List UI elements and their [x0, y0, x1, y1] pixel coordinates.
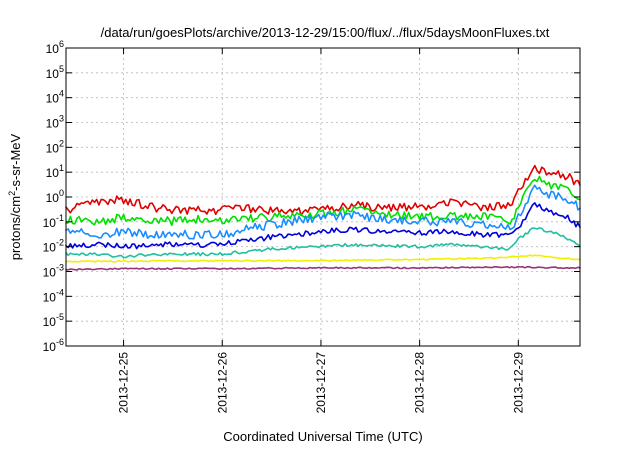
y-tick-label-sup: -2: [56, 238, 64, 248]
y-tick-label-base: 10: [46, 117, 60, 131]
y-tick-label: 10-2: [43, 238, 64, 255]
x-tick-label: 2013-12-26: [215, 352, 229, 414]
series-line: [65, 227, 581, 259]
series-line: [65, 164, 581, 217]
y-tick-label-sup: 1: [59, 163, 64, 173]
x-tick-label: 2013-12-29: [511, 352, 525, 414]
y-tick-label-base: 10: [46, 166, 60, 180]
x-axis-label: Coordinated Universal Time (UTC): [223, 429, 422, 444]
y-tick-label-sup: -1: [56, 213, 64, 223]
y-tick-label-base: 10: [43, 216, 57, 230]
series-line: [65, 202, 581, 250]
y-tick-label-sup: -4: [56, 287, 64, 297]
y-tick-label-sup: -6: [56, 337, 64, 347]
x-tick-label: 2013-12-28: [413, 352, 427, 414]
series-line: [65, 184, 581, 240]
y-tick-label: 100: [46, 188, 64, 205]
y-tick-label-sup: 5: [59, 64, 64, 74]
y-tick-label-base: 10: [43, 340, 57, 354]
y-axis-label: protons/cm2-s-sr-MeV: [7, 133, 23, 260]
y-tick-label-base: 10: [46, 42, 60, 56]
y-tick-label-base: 10: [46, 67, 60, 81]
y-tick-label-base: 10: [43, 241, 57, 255]
y-tick-label-base: 10: [43, 290, 57, 304]
y-axis-label-base: protons/cm: [8, 196, 23, 260]
y-tick-label: 106: [46, 39, 64, 56]
y-tick-label-base: 10: [46, 191, 60, 205]
y-axis-label-rest: -s-sr-MeV: [8, 133, 23, 190]
y-tick-label-sup: -3: [56, 263, 64, 273]
series-layer: [65, 164, 581, 271]
y-tick-label: 105: [46, 64, 64, 81]
y-tick-label-sup: 2: [59, 138, 64, 148]
y-tick-label: 102: [46, 138, 64, 155]
series-line: [65, 175, 581, 227]
series-line: [65, 265, 581, 271]
y-tick-label: 101: [46, 163, 64, 180]
y-tick-label: 104: [46, 89, 64, 106]
y-tick-label-sup: 4: [59, 89, 64, 99]
y-tick-label-sup: 6: [59, 39, 64, 49]
y-tick-label: 10-3: [43, 263, 64, 280]
grid-layer: [66, 48, 580, 346]
y-tick-label-base: 10: [46, 141, 60, 155]
y-tick-label-sup: -5: [56, 312, 64, 322]
y-tick-label: 10-4: [43, 287, 64, 304]
y-tick-label: 10-6: [43, 337, 64, 354]
y-tick-label-base: 10: [46, 92, 60, 106]
x-tick-label: 2013-12-25: [117, 352, 131, 414]
tick-layer: 10-610-510-410-310-210-11001011021031041…: [43, 39, 580, 413]
y-tick-label: 10-1: [43, 213, 64, 230]
y-tick-label: 103: [46, 114, 64, 131]
series-line: [65, 254, 581, 263]
y-tick-label-base: 10: [43, 266, 57, 280]
y-tick-label-sup: 0: [59, 188, 64, 198]
x-tick-label: 2013-12-27: [314, 352, 328, 414]
y-tick-label: 10-5: [43, 312, 64, 329]
y-axis-label-sup: 2: [7, 191, 17, 196]
chart-title: /data/run/goesPlots/archive/2013-12-29/1…: [101, 25, 550, 40]
y-tick-label-base: 10: [43, 315, 57, 329]
y-tick-label-sup: 3: [59, 114, 64, 124]
